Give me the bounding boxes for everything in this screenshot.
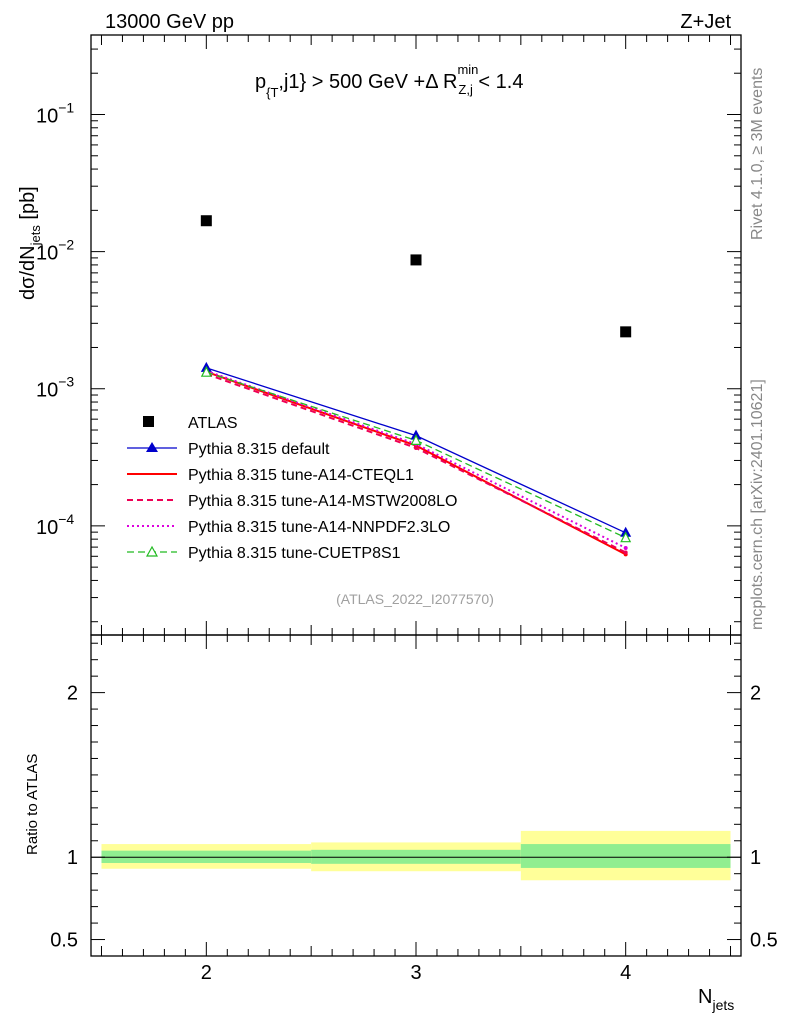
ratio-plot-frame — [90, 634, 742, 957]
plot-title: p{T,j1} > 500 GeV +Δ Rmin Z,j < 1.4 — [255, 62, 523, 100]
mcplots-label: mcplots.cern.ch [arXiv:2401.10621] — [749, 379, 766, 630]
x-tick-label-0: 2 — [201, 962, 212, 984]
data-point-1 — [410, 254, 422, 266]
rivet-version-label: Rivet 4.1.0, ≥ 3M events — [749, 68, 766, 240]
legend-label-mstw: Pythia 8.315 tune-A14-MSTW2008LO — [188, 493, 457, 510]
legend-marker-data — [143, 416, 154, 427]
y-tick-label-1: 10−2 — [36, 237, 74, 265]
energy-label: 13000 GeV pp — [105, 11, 234, 33]
axis-tick-group: 10−1 10−2 10−3 10−4 2 2 1 1 0.5 0.5 2 3 4 — [36, 35, 778, 984]
process-label: Z+Jet — [680, 11, 731, 33]
legend-label-data: ATLAS — [188, 415, 238, 432]
series-3-point-2 — [623, 545, 628, 550]
series-4-point-2 — [620, 531, 632, 543]
ratio-tick-label-right-2: 0.5 — [750, 930, 778, 952]
legend-label-cuetp8s1: Pythia 8.315 tune-CUETP8S1 — [188, 545, 401, 562]
legend-marker-cuetp8s1 — [145, 545, 159, 557]
series-4-point-1 — [410, 434, 422, 446]
y-tick-label-0: 10−1 — [36, 100, 74, 128]
ratio-tick-label-left-1: 1 — [67, 847, 78, 869]
y-tick-label-2: 10−3 — [36, 374, 74, 402]
legend-label-cteql1: Pythia 8.315 tune-A14-CTEQL1 — [188, 467, 414, 484]
series-4-point-0 — [200, 365, 212, 377]
ratio-band-group — [91, 830, 741, 881]
ratio-tick-label-right-0: 2 — [750, 683, 761, 705]
ratio-tick-label-left-2: 0.5 — [50, 930, 78, 952]
ratio-axis-label: Ratio to ATLAS — [24, 754, 41, 855]
series-2-point-1 — [414, 445, 418, 450]
y-axis-label: dσ/dNjets [pb] — [17, 186, 43, 300]
legend: ATLAS Pythia 8.315 default Pythia 8.315 … — [127, 415, 457, 562]
legend-marker-default — [146, 442, 158, 452]
ratio-stat-band-2 — [520, 844, 731, 868]
data-point-0 — [200, 215, 212, 227]
x-axis-label: Njets — [698, 986, 734, 1013]
ratio-tick-label-left-0: 2 — [67, 683, 78, 705]
ratio-tick-label-right-1: 1 — [750, 847, 761, 869]
x-tick-label-1: 3 — [410, 962, 421, 984]
data-point-2 — [620, 326, 632, 338]
x-tick-label-2: 4 — [620, 962, 631, 984]
legend-label-default: Pythia 8.315 default — [188, 441, 330, 458]
series-2-point-2 — [623, 550, 628, 555]
analysis-id-label: (ATLAS_2022_I2077570) — [336, 591, 494, 607]
legend-label-nnpdf: Pythia 8.315 tune-A14-NNPDF2.3LO — [188, 519, 450, 536]
marker-group — [200, 215, 632, 557]
y-tick-label-3: 10−4 — [36, 511, 74, 539]
